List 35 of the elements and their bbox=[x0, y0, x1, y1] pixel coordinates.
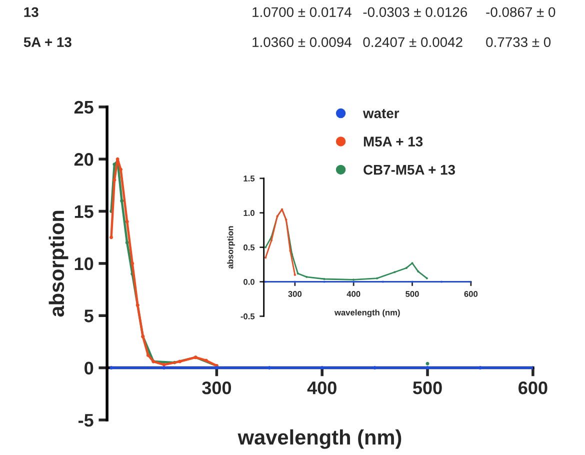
text: 1.0360 ± 0.0094 bbox=[252, 37, 352, 48]
x-tick-label: 400 bbox=[307, 381, 336, 394]
y-tick-label: 10 bbox=[74, 257, 94, 270]
y-tick-label: 0.0 bbox=[244, 278, 254, 285]
y-tick-label: 1.0 bbox=[244, 210, 254, 216]
text: 0.2407 ± 0.0042 bbox=[363, 37, 462, 48]
text: -0.0303 ± 0.0126 bbox=[363, 7, 468, 18]
y-tick-label: 25 bbox=[74, 100, 94, 114]
text: 0.7733 ± 0 bbox=[486, 37, 551, 48]
y-tick-label: 0.5 bbox=[244, 244, 255, 250]
y-tick-label: 1.5 bbox=[244, 176, 255, 182]
x-tick-label: 500 bbox=[413, 381, 442, 394]
y-tick-label: 15 bbox=[74, 205, 94, 218]
y-axis-title: absorption bbox=[227, 226, 235, 269]
text: -0.0867 ± 0 bbox=[486, 7, 556, 18]
x-tick-label: 600 bbox=[464, 291, 478, 297]
text: 13 bbox=[24, 7, 38, 18]
x-axis-title: wavelength (nm) bbox=[238, 429, 402, 449]
x-tick-label: 300 bbox=[202, 381, 232, 394]
y-tick-label: -5 bbox=[78, 414, 94, 427]
legend-label: water bbox=[362, 109, 400, 118]
legend-label: CB7-M5A + 13 bbox=[364, 164, 455, 175]
text: 5A + 13 bbox=[24, 37, 72, 48]
x-tick-label: 500 bbox=[406, 291, 419, 297]
x-tick-label: 300 bbox=[288, 291, 302, 297]
y-tick-label: 20 bbox=[74, 153, 94, 166]
y-tick-label: 0 bbox=[84, 362, 94, 375]
x-axis-title: wavelength (nm) bbox=[334, 309, 400, 318]
legend-label: M5A + 13 bbox=[364, 136, 423, 146]
text: 1.0700 ± 0.0174 bbox=[252, 7, 352, 18]
x-tick-label: 600 bbox=[518, 381, 548, 394]
y-axis-title: absorption bbox=[48, 210, 68, 317]
y-tick-label: -0.5 bbox=[240, 313, 255, 320]
x-tick-label: 400 bbox=[346, 291, 360, 297]
y-tick-label: 5 bbox=[84, 310, 94, 322]
